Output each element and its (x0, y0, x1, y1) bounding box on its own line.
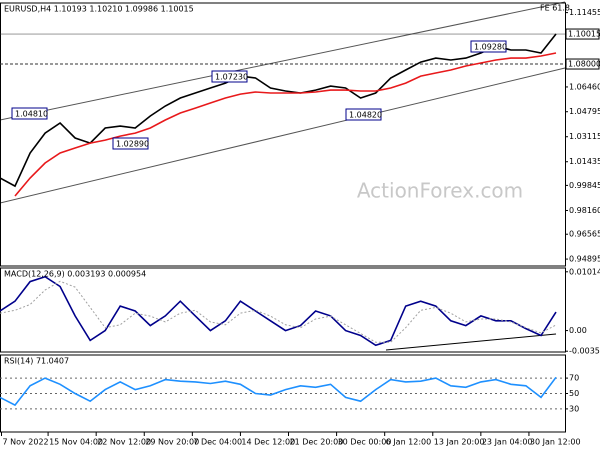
y-tick-label: 0.010145 (569, 267, 600, 276)
x-tick-label: 21 Dec 20:00 (290, 438, 344, 447)
y-tick-label: 50 (569, 389, 579, 398)
x-tick-label: 23 Jan 04:00 (482, 438, 533, 447)
panel-title: MACD(12,26,9) 0.003193 0.000954 (4, 270, 146, 279)
y-tick-label: 1.04795 (569, 107, 600, 116)
x-tick-label: 13 Jan 20:00 (434, 438, 485, 447)
panel-title: EURUSD,H4 1.10193 1.10210 1.09986 1.1001… (4, 5, 194, 14)
y-tick-label: 1.01435 (569, 157, 600, 166)
x-tick-label: 14 Dec 12:00 (241, 438, 295, 447)
annotation: FE 61.8 (540, 4, 570, 13)
y-tick-label: 0.94895 (569, 255, 600, 264)
series-line (0, 376, 557, 407)
series-line (0, 280, 557, 343)
panel-title: RSI(14) 71.0407 (4, 357, 69, 366)
y-tick-label: 0.99845 (569, 181, 600, 190)
x-tick-label: 15 Nov 04:00 (49, 438, 103, 447)
y-tick-label: 1.06460 (569, 82, 600, 91)
annotation: 1.09280 (474, 43, 507, 52)
channel-upper (0, 1, 566, 121)
level-label-box (565, 28, 600, 40)
series-line (0, 275, 557, 347)
y-tick-label: -0.003563 (569, 347, 600, 356)
y-tick-label: 70 (569, 374, 579, 383)
macd-trendline (385, 333, 557, 351)
series-line (0, 33, 557, 188)
level-label-box (565, 58, 600, 70)
y-tick-label: 0.00 (569, 326, 587, 335)
x-tick-label: 7 Nov 2022 (3, 438, 49, 447)
annotation-box (112, 137, 149, 150)
annotation-box (345, 108, 382, 121)
y-tick-label: 0.96565 (569, 230, 600, 239)
y-tick-label: 1.03115 (569, 132, 600, 141)
annotation: 1.02890 (116, 140, 149, 149)
x-tick-label: 7 Dec 04:00 (193, 438, 242, 447)
annotation: 1.04810 (15, 110, 48, 119)
level-label: 1.08000 (568, 60, 600, 69)
x-tick-label: 30 Jan 12:00 (530, 438, 581, 447)
x-tick-label: 29 Nov 20:00 (145, 438, 199, 447)
channel-lower (0, 67, 566, 204)
x-tick-label: 6 Jan 12:00 (386, 438, 432, 447)
watermark: ActionForex.com (357, 179, 523, 203)
y-tick-label: 0.98160 (569, 206, 600, 215)
annotation-box (211, 70, 248, 83)
annotation-box (470, 40, 507, 53)
annotation: 1.04820 (349, 111, 382, 120)
x-tick-label: 30 Dec 00:00 (338, 438, 392, 447)
series-line (14, 52, 557, 197)
annotation: 1.07230 (215, 73, 248, 82)
level-label: 1.10015 (568, 30, 600, 39)
x-tick-label: 22 Nov 12:00 (97, 438, 151, 447)
panel-frame (0, 2, 566, 267)
y-tick-label: 30 (569, 404, 579, 413)
y-tick-label: 1.11455 (569, 8, 600, 17)
annotation-box (11, 107, 48, 120)
